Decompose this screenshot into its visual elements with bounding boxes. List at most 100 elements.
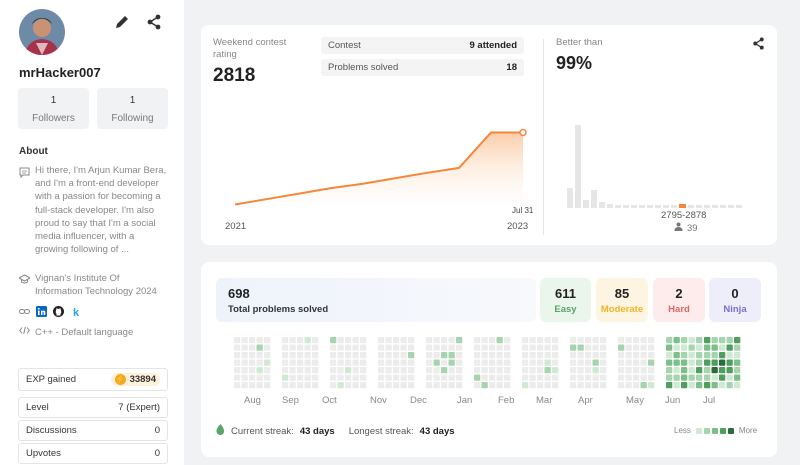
- graduation-cap-icon: [17, 272, 32, 298]
- code-icon: [19, 325, 30, 339]
- heatmap-cell: [289, 382, 296, 389]
- heatmap-cell: [289, 374, 296, 381]
- heatmap-cell: [304, 344, 311, 351]
- heatmap-cell: [456, 374, 463, 381]
- rating-area: [235, 132, 523, 210]
- heatmap-cell: [234, 344, 241, 351]
- exp-label: EXP gained: [26, 374, 77, 385]
- difficulty-easy[interactable]: 611 Easy: [540, 278, 591, 322]
- heatmap-cell: [618, 367, 625, 374]
- heatmap-cell: [385, 344, 392, 351]
- range-people: 39: [687, 222, 698, 234]
- total-problems-label: Total problems solved: [228, 304, 329, 315]
- heatmap-cell: [481, 367, 488, 374]
- heatmap-cell: [666, 344, 673, 351]
- heatmap-cell: [704, 367, 711, 374]
- github-icon[interactable]: [53, 304, 64, 322]
- heatmap-cell: [385, 359, 392, 366]
- heatmap-cell: [537, 367, 544, 374]
- hist-bar: [663, 205, 669, 208]
- user-icon: [674, 222, 683, 234]
- heatmap-month-label: Nov: [370, 395, 387, 406]
- heatmap-cell: [577, 374, 584, 381]
- heatmap-cell: [345, 344, 352, 351]
- heatmap-cell: [408, 382, 415, 389]
- rating-chart[interactable]: [213, 110, 533, 230]
- heatmap-cell: [618, 359, 625, 366]
- heatmap-cell: [385, 374, 392, 381]
- level-row: Level 7 (Expert): [18, 397, 168, 418]
- legend-swatch: [695, 427, 702, 434]
- difficulty-moderate[interactable]: 85 Moderate: [596, 278, 648, 322]
- heatmap-cell: [234, 359, 241, 366]
- heatmap-cell: [673, 352, 680, 359]
- hist-bar: [567, 188, 573, 208]
- edit-icon[interactable]: [114, 14, 130, 30]
- ninja-label: Ninja: [723, 304, 747, 315]
- heatmap-cell: [633, 359, 640, 366]
- heatmap-cell: [673, 337, 680, 344]
- hist-bar: [647, 205, 653, 208]
- heatmap-cell: [592, 382, 599, 389]
- discussions-value: 0: [154, 425, 160, 436]
- contest-rating-card: Weekend contest rating 2818 Contest 9 at…: [201, 25, 777, 245]
- link-k[interactable]: k: [73, 307, 80, 319]
- heatmap-cell: [234, 337, 241, 344]
- heatmap-cell: [337, 359, 344, 366]
- heatmap-cell: [688, 337, 695, 344]
- heatmap-cell: [337, 344, 344, 351]
- heatmap-cell: [648, 352, 655, 359]
- moderate-count: 85: [614, 286, 630, 301]
- linkedin-icon[interactable]: [36, 304, 47, 322]
- heatmap-cell: [681, 344, 688, 351]
- heatmap-cell: [337, 382, 344, 389]
- heatmap-cell: [408, 352, 415, 359]
- following-box[interactable]: 1 Following: [97, 88, 168, 129]
- heatmap-cell: [648, 382, 655, 389]
- hist-bar: [704, 205, 710, 208]
- share-icon[interactable]: [146, 14, 162, 30]
- heatmap-cell: [688, 382, 695, 389]
- heatmap-cell: [481, 352, 488, 359]
- heatmap-cell: [719, 344, 726, 351]
- heatmap-cell: [256, 367, 263, 374]
- heatmap-cell: [426, 367, 433, 374]
- heatmap-cell: [688, 367, 695, 374]
- better-than-value: 99%: [556, 53, 593, 73]
- difficulty-hard[interactable]: 2 Hard: [653, 278, 705, 322]
- heatmap-cell: [726, 344, 733, 351]
- avatar[interactable]: [19, 9, 65, 55]
- contest-label: Contest: [328, 40, 361, 51]
- heatmap-cell: [552, 359, 559, 366]
- heatmap-cell: [385, 352, 392, 359]
- activity-heatmap[interactable]: [231, 335, 751, 393]
- heatmap-cell: [481, 337, 488, 344]
- followers-box[interactable]: 1 Followers: [18, 88, 89, 129]
- share-icon[interactable]: [752, 37, 765, 50]
- heatmap-cell: [640, 382, 647, 389]
- rating-distribution-histogram[interactable]: [559, 120, 749, 210]
- legend-swatch: [719, 427, 726, 434]
- heatmap-cell: [289, 359, 296, 366]
- heatmap-cell: [666, 374, 673, 381]
- heatmap-cell: [441, 344, 448, 351]
- heatmap-cell: [633, 367, 640, 374]
- heatmap-cell: [264, 344, 271, 351]
- heatmap-cell: [249, 367, 256, 374]
- heatmap-cell: [585, 374, 592, 381]
- difficulty-ninja[interactable]: 0 Ninja: [709, 278, 761, 322]
- heatmap-cell: [378, 337, 385, 344]
- heatmap-cell: [719, 374, 726, 381]
- heatmap-cell: [625, 359, 632, 366]
- heatmap-cell: [264, 337, 271, 344]
- heatmap-cell: [378, 374, 385, 381]
- heatmap-cell: [681, 359, 688, 366]
- heatmap-cell: [522, 367, 529, 374]
- heatmap-cell: [249, 337, 256, 344]
- heatmap-cell: [552, 382, 559, 389]
- heatmap-cell: [704, 344, 711, 351]
- heatmap-cell: [504, 367, 511, 374]
- heatmap-cell: [544, 337, 551, 344]
- heatmap-cell: [504, 382, 511, 389]
- heatmap-cell: [360, 337, 367, 344]
